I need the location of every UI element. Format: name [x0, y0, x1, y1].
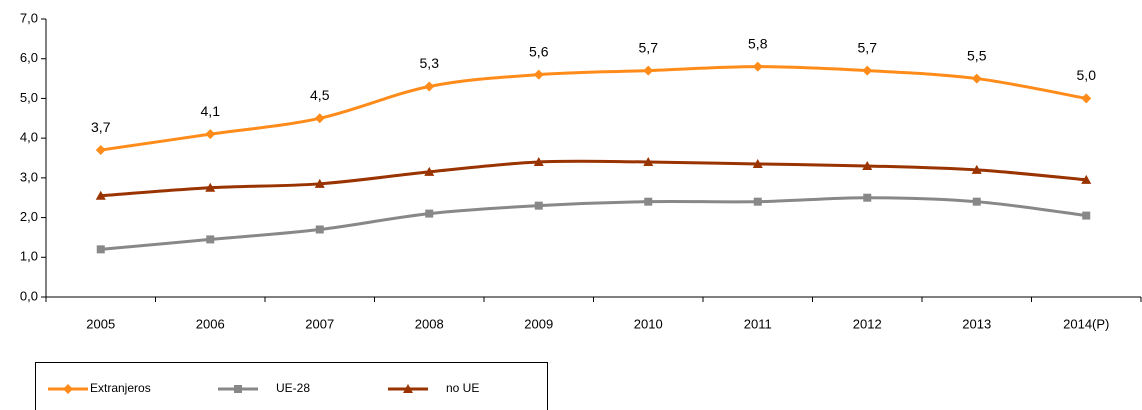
data-label: 4,1 — [201, 103, 221, 119]
data-point — [644, 197, 653, 206]
data-point — [315, 225, 324, 234]
data-label: 4,5 — [310, 87, 330, 103]
legend-marker — [234, 385, 242, 393]
data-label: 5,7 — [858, 39, 878, 55]
data-point — [752, 61, 763, 72]
x-tick-label: 2011 — [744, 316, 772, 331]
x-tick-label: 2006 — [196, 316, 225, 331]
data-point — [971, 164, 982, 174]
y-tick-label: 0,0 — [20, 288, 38, 303]
data-point — [862, 160, 873, 170]
legend-label: no UE — [446, 381, 479, 395]
y-tick-label: 7,0 — [20, 10, 38, 25]
y-tick-label: 6,0 — [20, 50, 38, 65]
data-label: 5,5 — [967, 47, 987, 63]
data-point — [314, 113, 325, 124]
data-point — [752, 158, 763, 168]
data-point — [1081, 93, 1092, 104]
legend-marker — [403, 384, 413, 393]
data-label: 5,3 — [420, 55, 440, 71]
data-label: 5,0 — [1077, 67, 1097, 83]
data-point — [533, 156, 544, 166]
y-tick-label: 1,0 — [20, 249, 38, 264]
data-point — [95, 145, 106, 156]
y-tick-label: 3,0 — [20, 169, 38, 184]
data-label: 5,8 — [748, 35, 768, 51]
data-point — [96, 245, 105, 254]
data-point — [425, 209, 434, 218]
data-point — [643, 65, 654, 76]
data-point — [1081, 174, 1092, 184]
x-tick-label: 2008 — [415, 316, 444, 331]
data-point — [863, 193, 872, 202]
y-tick-label: 2,0 — [20, 209, 38, 224]
x-tick-label: 2010 — [634, 316, 663, 331]
data-point — [753, 197, 762, 206]
x-tick-label: 2007 — [305, 316, 334, 331]
data-point — [533, 69, 544, 80]
y-tick-label: 5,0 — [20, 90, 38, 105]
data-point — [424, 166, 435, 176]
legend-label: UE-28 — [276, 381, 310, 395]
data-point — [972, 197, 981, 206]
x-tick-label: 2013 — [962, 316, 991, 331]
data-point — [1082, 211, 1091, 220]
data-point — [862, 65, 873, 76]
legend-label: Extranjeros — [90, 381, 151, 395]
data-point — [205, 182, 216, 192]
data-label: 5,7 — [639, 39, 659, 55]
data-label: 3,7 — [91, 119, 111, 135]
data-point — [424, 81, 435, 92]
data-point — [95, 190, 106, 200]
x-tick-label: 2012 — [853, 316, 882, 331]
legend-box — [35, 362, 548, 410]
x-tick-label: 2014(P) — [1063, 316, 1109, 331]
series-line — [100, 196, 1087, 251]
data-label: 5,6 — [529, 43, 549, 59]
data-point — [534, 201, 543, 210]
y-tick-label: 4,0 — [20, 130, 38, 145]
x-tick-label: 2005 — [86, 316, 115, 331]
data-point — [314, 178, 325, 188]
series-line — [100, 65, 1087, 152]
x-tick-label: 2009 — [524, 316, 553, 331]
data-point — [206, 235, 215, 244]
data-point — [643, 156, 654, 166]
legend-marker — [63, 384, 73, 394]
data-point — [205, 129, 216, 140]
series-line — [100, 159, 1087, 198]
data-point — [971, 73, 982, 84]
